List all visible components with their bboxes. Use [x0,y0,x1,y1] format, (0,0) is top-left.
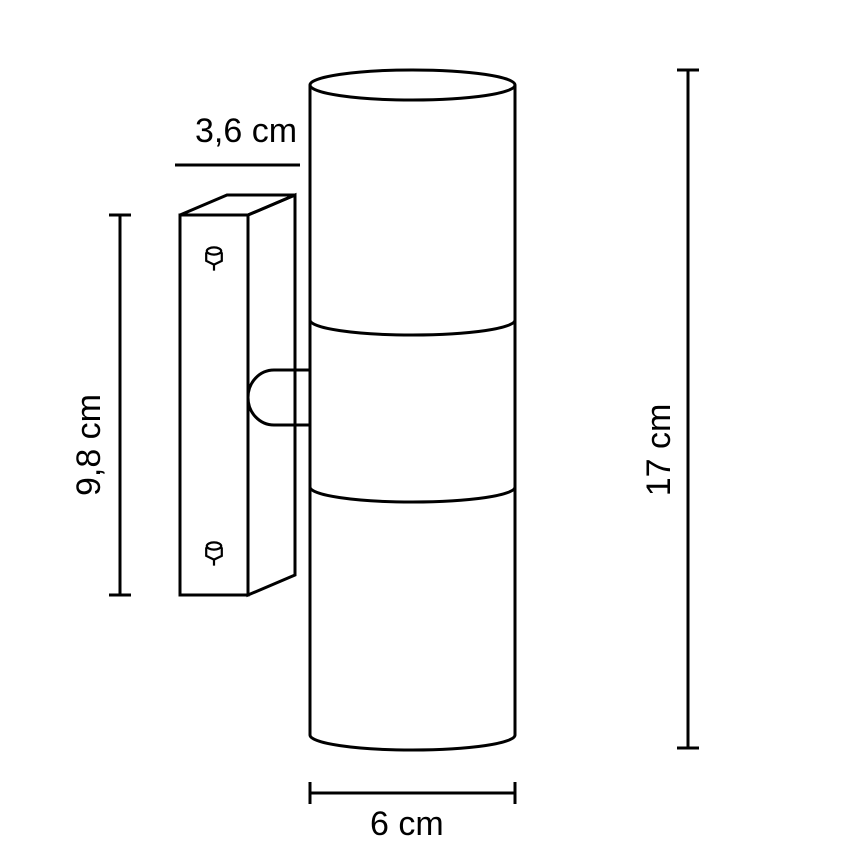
mounting-screw-top [206,247,222,270]
dim-label-total-height: 17 cm [640,404,678,497]
cylinder-body [310,70,515,750]
dim-label-bracket-height: 9,8 cm [70,394,108,496]
connecting-arm [248,370,310,425]
dimension-diagram: 3,6 cm 9,8 cm 17 cm 6 cm [0,0,868,868]
mounting-screw-bottom [206,542,222,565]
mounting-bracket [180,195,295,595]
dim-label-width: 6 cm [370,805,444,843]
dim-label-depth: 3,6 cm [195,112,297,150]
